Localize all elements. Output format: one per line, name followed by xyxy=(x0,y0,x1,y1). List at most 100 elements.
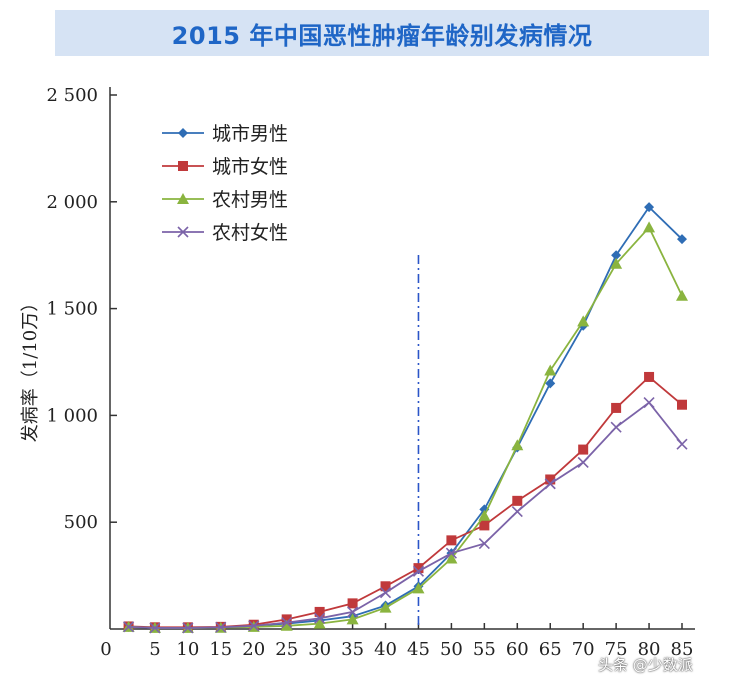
data-point xyxy=(347,598,358,609)
point-marker xyxy=(182,622,194,634)
x-tick-label: 25 xyxy=(275,639,298,660)
point-marker xyxy=(445,547,457,559)
data-point xyxy=(478,537,490,550)
data-point xyxy=(611,250,622,261)
data-point xyxy=(677,399,687,410)
x-tick-label: 50 xyxy=(440,639,463,660)
data-point xyxy=(676,289,688,301)
series-line xyxy=(128,375,683,629)
data-point xyxy=(610,421,622,433)
data-point xyxy=(677,234,687,245)
point-marker xyxy=(676,438,688,450)
data-point xyxy=(644,371,655,382)
x-tick-label: 45 xyxy=(407,639,430,660)
point-marker xyxy=(177,226,189,238)
point-marker xyxy=(178,161,188,171)
x-tick-label: 60 xyxy=(506,639,529,660)
point-marker xyxy=(644,202,655,213)
data-point xyxy=(445,547,457,559)
point-marker xyxy=(676,289,688,301)
legend-label: 城市女性 xyxy=(212,156,288,178)
data-point xyxy=(511,439,524,451)
point-marker xyxy=(346,613,359,625)
point-marker xyxy=(644,371,655,382)
point-marker xyxy=(478,537,490,550)
point-marker xyxy=(379,601,392,613)
legend-label: 农村男性 xyxy=(212,189,288,211)
series-line xyxy=(128,401,683,629)
point-marker xyxy=(677,234,687,245)
legend-label: 农村女性 xyxy=(212,222,288,244)
x-tick-label: 65 xyxy=(539,639,562,660)
point-marker xyxy=(123,621,135,633)
y-axis-label: 发病率（1/10万） xyxy=(20,294,41,442)
data-point xyxy=(478,509,491,521)
legend-label: 城市男性 xyxy=(212,123,288,145)
data-point xyxy=(123,621,135,633)
point-marker xyxy=(511,505,523,518)
data-point xyxy=(643,221,656,233)
data-point xyxy=(413,563,424,574)
series-4 xyxy=(123,397,688,634)
point-marker xyxy=(545,378,556,389)
x-tick-label: 70 xyxy=(572,639,595,660)
y-tick-label: 2 000 xyxy=(46,192,98,213)
point-marker xyxy=(577,456,589,468)
data-point xyxy=(314,612,326,624)
data-point xyxy=(178,128,188,138)
point-marker xyxy=(347,606,359,618)
data-point xyxy=(182,622,194,634)
point-marker xyxy=(643,397,655,409)
point-marker xyxy=(380,581,391,592)
data-point xyxy=(149,622,161,634)
chart-title: 2015 年中国恶性肿瘤年龄别发病情况 xyxy=(171,21,593,50)
point-marker xyxy=(149,622,161,634)
data-point xyxy=(577,456,589,468)
data-point xyxy=(379,601,392,613)
data-point xyxy=(178,161,188,171)
legend-item: 城市男性 xyxy=(162,123,288,145)
data-point xyxy=(346,613,359,625)
data-point xyxy=(281,614,292,625)
y-tick-label: 1 000 xyxy=(46,405,98,426)
data-point xyxy=(512,495,523,506)
data-point xyxy=(545,378,556,389)
data-point xyxy=(511,505,523,518)
data-point xyxy=(676,438,688,450)
legend-item: 农村男性 xyxy=(162,189,288,211)
point-marker xyxy=(643,221,656,233)
point-marker xyxy=(611,402,622,413)
point-marker xyxy=(412,565,425,577)
y-tick-label: 1 500 xyxy=(46,299,98,320)
data-point xyxy=(544,364,557,376)
point-marker xyxy=(248,620,260,632)
point-marker xyxy=(347,598,358,609)
point-marker xyxy=(446,535,457,546)
data-point xyxy=(611,402,622,413)
data-point xyxy=(215,621,227,633)
watermark: 头条 @少数派 xyxy=(598,656,693,674)
data-point xyxy=(281,617,293,629)
data-point xyxy=(545,474,556,485)
point-marker xyxy=(178,128,188,138)
point-marker xyxy=(544,364,557,376)
point-marker xyxy=(577,315,590,327)
data-point xyxy=(544,478,556,490)
point-marker xyxy=(313,617,326,629)
x-tick-label: 15 xyxy=(209,639,232,660)
series-group xyxy=(122,202,688,634)
point-marker xyxy=(478,509,491,521)
series-1 xyxy=(123,202,687,633)
point-marker xyxy=(281,617,293,629)
point-marker xyxy=(611,250,622,261)
data-point xyxy=(177,193,189,204)
point-marker xyxy=(412,582,425,594)
chart-title-bar: 2015 年中国恶性肿瘤年龄别发病情况 xyxy=(55,10,709,56)
data-point xyxy=(412,582,425,594)
legend-item: 农村女性 xyxy=(162,222,288,244)
data-point xyxy=(643,397,655,409)
point-marker xyxy=(314,606,325,617)
point-marker xyxy=(512,495,523,506)
x-tick-label: 5 xyxy=(149,639,160,660)
